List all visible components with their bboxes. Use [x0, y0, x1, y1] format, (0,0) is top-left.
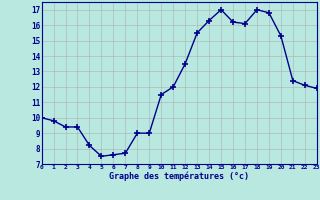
- X-axis label: Graphe des températures (°c): Graphe des températures (°c): [109, 172, 249, 181]
